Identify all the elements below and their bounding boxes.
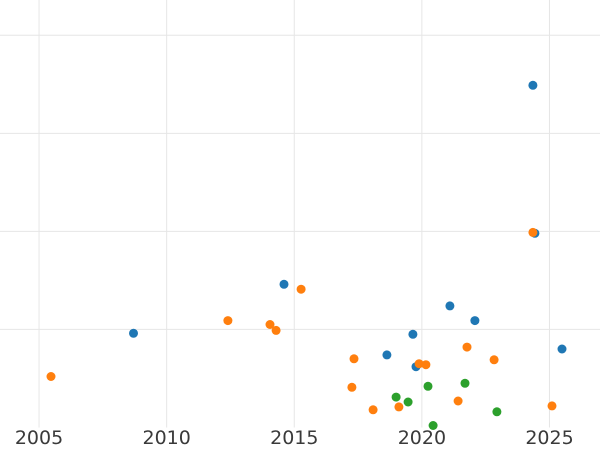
grid-layer	[0, 0, 600, 428]
data-point-orange	[394, 402, 404, 412]
data-point-orange	[265, 320, 275, 329]
data-point-orange	[46, 372, 56, 381]
data-point-orange	[368, 405, 378, 415]
data-point-orange	[271, 325, 281, 335]
data-point-blue	[279, 279, 289, 289]
data-point-orange	[414, 359, 424, 369]
data-point-orange	[453, 396, 463, 406]
data-point-orange	[462, 342, 472, 352]
data-point-orange	[547, 401, 557, 411]
data-point-blue	[408, 329, 418, 339]
data-point-green	[403, 397, 413, 407]
data-point-green	[423, 381, 433, 391]
data-point-blue	[382, 350, 392, 360]
data-point-green	[460, 378, 470, 388]
data-point-green	[391, 392, 401, 402]
data-point-orange	[421, 360, 431, 370]
data-point-orange	[349, 354, 359, 364]
data-point-blue	[129, 328, 138, 338]
data-point-green	[428, 421, 438, 430]
data-point-orange	[528, 227, 538, 237]
data-point-orange	[223, 316, 233, 326]
data-points-layer	[46, 80, 567, 430]
data-point-green	[492, 407, 502, 417]
data-point-blue	[557, 344, 567, 354]
data-point-orange	[296, 284, 306, 294]
data-point-orange	[347, 382, 357, 392]
data-point-blue	[445, 301, 455, 311]
data-point-blue	[528, 80, 538, 90]
data-point-orange	[489, 355, 499, 365]
data-point-blue	[470, 316, 480, 326]
